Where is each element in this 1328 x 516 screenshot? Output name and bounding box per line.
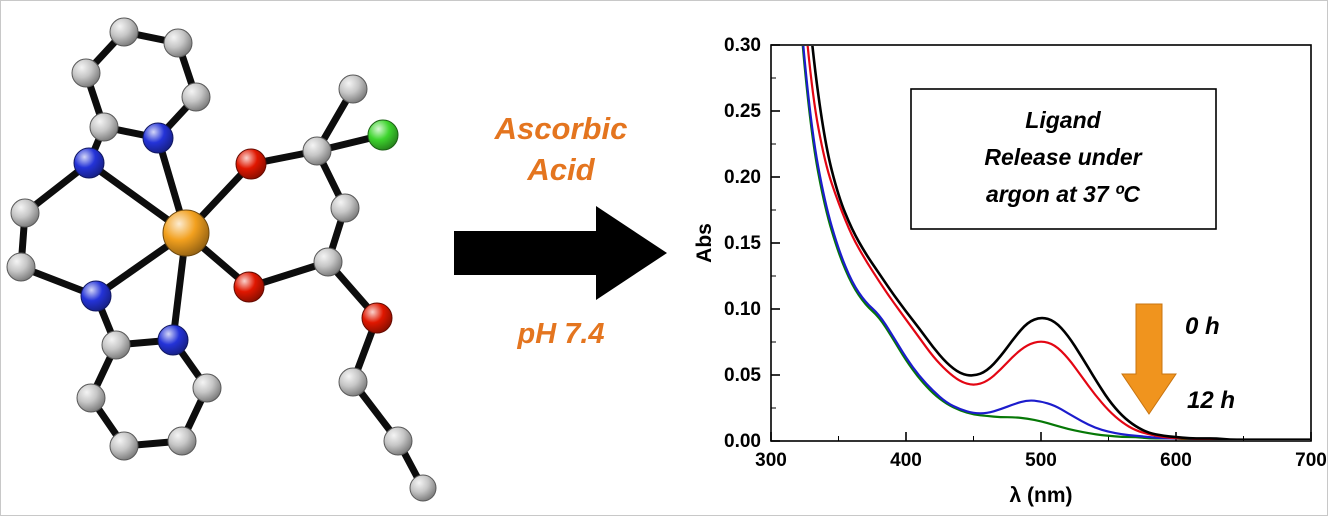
atom-C: [302, 136, 332, 166]
atom-C: [192, 373, 222, 403]
x-tick-label: 500: [1025, 450, 1057, 471]
atom-O: [361, 302, 393, 334]
atom-C: [338, 74, 368, 104]
uv-vis-spectra-chart: 300 400 500 600 700 0.00 0.05 0.10 0.15 0.20 0.25 0…: [693, 35, 1327, 507]
atom-C: [330, 193, 360, 223]
atom-N: [142, 122, 174, 154]
y-tick-label: 0.25: [724, 101, 761, 122]
atom-M: [162, 209, 210, 257]
x-tick-label: 600: [1160, 450, 1192, 471]
x-tick-label: 300: [755, 450, 787, 471]
atom-O: [235, 148, 267, 180]
atom-Cl: [367, 119, 399, 151]
atom-C: [383, 426, 413, 456]
x-axis-label: λ (nm): [1010, 484, 1073, 507]
y-tick-label: 0.30: [724, 35, 761, 56]
y-tick-label: 0.15: [724, 233, 761, 254]
time-label-end: 12 h: [1187, 387, 1235, 414]
atom-C: [109, 17, 139, 47]
atom-N: [73, 147, 105, 179]
atom-N: [80, 280, 112, 312]
y-axis-label: Abs: [693, 223, 716, 263]
time-arrow-icon: [1121, 303, 1177, 415]
molecule-panel: [1, 1, 441, 515]
reaction-panel: Ascorbic Acid pH 7.4: [441, 1, 681, 515]
annotation-box: [910, 88, 1217, 230]
y-tick-label: 0.05: [724, 365, 761, 386]
spectra-chart-panel: 300 400 500 600 700 0.00 0.05 0.10 0.15 0.20 0.25 0…: [681, 1, 1327, 515]
x-tick-label: 400: [890, 450, 922, 471]
atom-C: [338, 367, 368, 397]
y-tick-label: 0.00: [724, 431, 761, 452]
atom-O: [233, 271, 265, 303]
reaction-arrow-shape: [453, 205, 667, 300]
atom-C: [10, 198, 40, 228]
molecule-structure: [6, 17, 437, 502]
atom-C: [167, 426, 197, 456]
time-label-start: 0 h: [1185, 313, 1220, 340]
annotation-line: argon at 37 ºC: [986, 181, 1140, 207]
annotation-line: Ligand: [1025, 107, 1101, 133]
atom-C: [109, 431, 139, 461]
reagent-line-1: Ascorbic: [494, 111, 628, 147]
atom-C: [313, 247, 343, 277]
annotation-line: Release under: [984, 144, 1142, 170]
atom-C: [181, 82, 211, 112]
atom-C: [76, 383, 106, 413]
spectrum-curve-0h: [811, 46, 1310, 440]
y-tick-label: 0.20: [724, 167, 761, 188]
condition-label: pH 7.4: [517, 317, 605, 350]
atom-C: [409, 474, 437, 502]
atom-C: [6, 252, 36, 282]
atom-N: [157, 324, 189, 356]
atom-C: [163, 28, 193, 58]
atom-C: [101, 330, 131, 360]
reagent-line-2: Acid: [527, 151, 595, 187]
x-tick-label: 700: [1295, 450, 1327, 471]
atom-C: [71, 58, 101, 88]
reaction-arrow-icon: [453, 205, 667, 300]
reagent-label: Ascorbic Acid: [495, 109, 628, 190]
y-tick-label: 0.10: [724, 299, 761, 320]
atom-C: [89, 112, 119, 142]
